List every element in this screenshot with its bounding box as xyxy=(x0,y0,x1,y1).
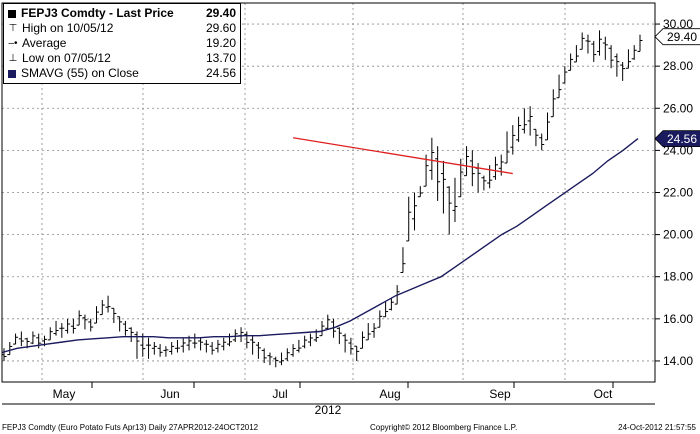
legend-title-label: FEPJ3 Comdty - Last Price xyxy=(21,6,174,20)
y-tick-label: 30.00 xyxy=(663,17,693,31)
x-tick-label: Sep xyxy=(489,387,511,401)
footer-left: FEPJ3 Comdty (Euro Potato Futs Apr13) Da… xyxy=(2,423,259,432)
legend-box: FEPJ3 Comdty - Last Price 29.40 ⊤ High on… xyxy=(3,3,241,84)
smavg-tag-box xyxy=(654,130,700,147)
legend-average-label: Average xyxy=(22,36,67,50)
smavg-line xyxy=(1,138,639,354)
x-tick-label: Oct xyxy=(594,387,613,401)
legend-smavg-row: SMAVG (55) on Close 24.56 xyxy=(8,66,236,81)
y-tick-label: 26.00 xyxy=(663,101,693,115)
legend-high-row: ⊤ High on 10/05/12 29.60 xyxy=(8,21,236,36)
grid-lines xyxy=(2,3,655,382)
x-tick-label: Aug xyxy=(379,387,400,401)
low-marker-icon: ⊥ xyxy=(8,53,18,64)
legend-average-row: –• Average 19.20 xyxy=(8,36,236,51)
y-tick-label: 28.00 xyxy=(663,59,693,73)
y-tick-label: 16.00 xyxy=(663,312,693,326)
y-tick-label: 14.00 xyxy=(663,354,693,368)
last-price-swatch-icon xyxy=(8,9,16,18)
x-tick-label: May xyxy=(53,387,76,401)
legend-high-label: High on 10/05/12 xyxy=(22,21,114,35)
legend-smavg-label: SMAVG (55) on Close xyxy=(21,66,139,80)
legend-low-value: 13.70 xyxy=(205,51,236,65)
y-tick-label: 22.00 xyxy=(663,186,693,200)
legend-smavg-value: 24.56 xyxy=(205,66,236,80)
footer-center: Copyright© 2012 Bloomberg Finance L.P. xyxy=(370,423,518,432)
average-marker-icon: –• xyxy=(8,38,18,49)
x-year-label: 2012 xyxy=(315,403,342,417)
x-tick-label: Jun xyxy=(160,387,179,401)
last-price-tag-box xyxy=(654,28,700,46)
high-marker-icon: ⊤ xyxy=(8,23,18,34)
x-tick-label: Jul xyxy=(272,387,287,401)
legend-average-value: 19.20 xyxy=(205,36,236,50)
trendline xyxy=(292,137,513,175)
axes-layer: 14.0016.0018.0020.0022.0024.0026.0028.00… xyxy=(1,2,700,417)
legend-low-label: Low on 07/05/12 xyxy=(22,51,111,65)
y-tick-label: 20.00 xyxy=(663,228,693,242)
last-price-tag-label: 29.40 xyxy=(667,30,697,44)
y-tick-label: 18.00 xyxy=(663,270,693,284)
smavg-swatch-icon xyxy=(8,69,16,78)
smavg-tag-label: 24.56 xyxy=(667,132,697,146)
legend-title-value: 29.40 xyxy=(205,6,236,20)
legend-title-row: FEPJ3 Comdty - Last Price 29.40 xyxy=(8,6,236,21)
legend-high-value: 29.60 xyxy=(205,21,236,35)
series-layer xyxy=(1,30,643,368)
footer-right: 24-Oct-2012 21:57:55 xyxy=(618,423,696,432)
legend-low-row: ⊥ Low on 07/05/12 13.70 xyxy=(8,51,236,66)
